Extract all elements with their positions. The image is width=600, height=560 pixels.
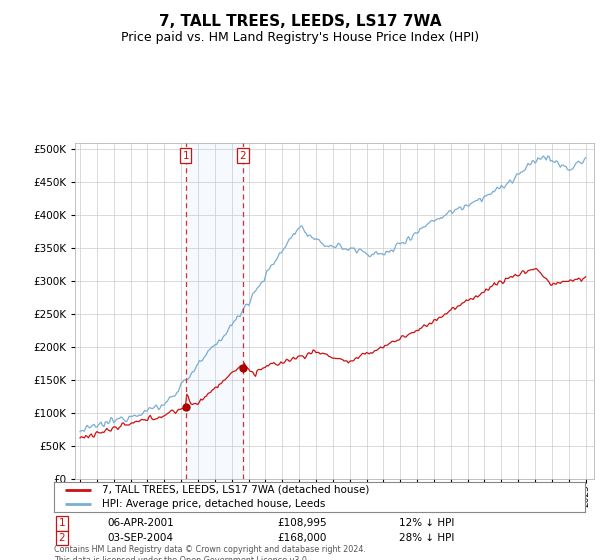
Text: 1: 1 [59,519,65,528]
Text: 2: 2 [59,533,65,543]
Text: 06-APR-2001: 06-APR-2001 [107,519,174,528]
Text: 1: 1 [182,151,189,161]
Text: Price paid vs. HM Land Registry's House Price Index (HPI): Price paid vs. HM Land Registry's House … [121,31,479,44]
Text: 7, TALL TREES, LEEDS, LS17 7WA (detached house): 7, TALL TREES, LEEDS, LS17 7WA (detached… [102,485,369,495]
Text: HPI: Average price, detached house, Leeds: HPI: Average price, detached house, Leed… [102,499,325,509]
Text: Contains HM Land Registry data © Crown copyright and database right 2024.
This d: Contains HM Land Registry data © Crown c… [54,545,366,560]
Text: 03-SEP-2004: 03-SEP-2004 [107,533,173,543]
Text: £168,000: £168,000 [277,533,326,543]
Text: £108,995: £108,995 [277,519,326,528]
Bar [186,143,243,479]
Text: 2: 2 [239,151,247,161]
Text: 7, TALL TREES, LEEDS, LS17 7WA: 7, TALL TREES, LEEDS, LS17 7WA [159,14,441,29]
Text: 28% ↓ HPI: 28% ↓ HPI [399,533,455,543]
Text: 12% ↓ HPI: 12% ↓ HPI [399,519,455,528]
